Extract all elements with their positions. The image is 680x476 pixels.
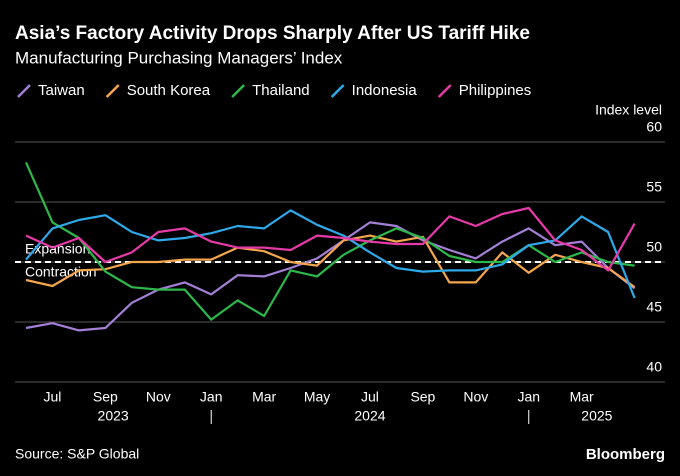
legend-swatch — [105, 84, 120, 98]
x-tick-label: Mar — [252, 389, 276, 405]
y-tick-label: 45 — [646, 299, 662, 315]
legend-label: South Korea — [127, 82, 211, 99]
series-line — [25, 221, 636, 332]
x-tick-label: Mar — [570, 389, 594, 405]
y-tick-label: 50 — [646, 239, 662, 255]
year-label: 2023 — [98, 408, 129, 424]
year-label: 2024 — [354, 408, 385, 424]
x-tick-label: Nov — [463, 389, 488, 405]
x-tick-label: May — [304, 389, 330, 405]
legend-label: Philippines — [459, 82, 532, 99]
chart-title: Asia’s Factory Activity Drops Sharply Af… — [15, 23, 530, 44]
y-tick-label: 40 — [646, 359, 662, 375]
legend-label: Thailand — [252, 82, 310, 99]
annotation: Expansion — [25, 241, 90, 257]
annotation: Contraction — [25, 264, 97, 280]
source: Source: S&P Global — [15, 446, 139, 462]
x-tick-label: Jan — [200, 389, 223, 405]
series-line — [25, 234, 636, 289]
series-line — [25, 206, 636, 272]
x-tick-label: Sep — [93, 389, 118, 405]
y-tick-label: 60 — [646, 119, 662, 135]
x-tick-label: Nov — [146, 389, 171, 405]
x-tick-label: Sep — [410, 389, 435, 405]
x-tick-label: Jan — [517, 389, 540, 405]
legend-label: Indonesia — [352, 82, 418, 99]
brand: Bloomberg — [586, 446, 665, 463]
legend-swatch — [231, 84, 245, 98]
y-tick-label: 55 — [646, 179, 662, 195]
legend-swatch — [437, 84, 452, 98]
legend-swatch — [330, 84, 345, 98]
chart-subtitle: Manufacturing Purchasing Managers’ Index — [15, 48, 343, 67]
x-tick-label: Jul — [361, 389, 379, 405]
year-label: 2025 — [581, 408, 612, 424]
legend-swatch — [17, 84, 31, 98]
y-axis-label: Index level — [595, 102, 662, 118]
series-line — [25, 209, 636, 299]
x-tick-label: Jul — [44, 389, 62, 405]
legend-label: Taiwan — [38, 82, 85, 99]
series-line — [24, 161, 635, 321]
